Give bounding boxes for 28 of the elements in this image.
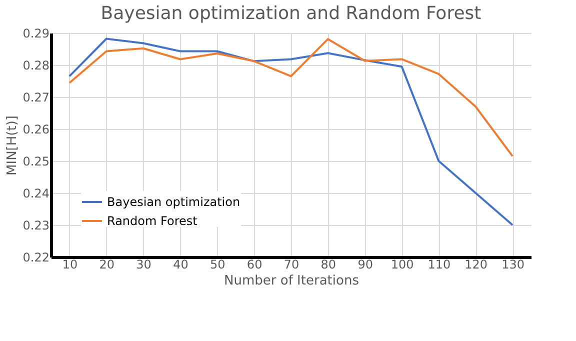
x-tick-label: 80	[320, 258, 336, 272]
y-tick-label: 0.23	[22, 218, 50, 232]
y-tick-label: 0.25	[22, 154, 50, 168]
chart-title: Bayesian optimization and Random Forest	[100, 3, 482, 24]
x-tick-label: 20	[99, 258, 115, 272]
x-tick-label: 100	[390, 258, 414, 272]
y-tick-label: 0.26	[22, 122, 50, 136]
legend-label: Bayesian optimization	[107, 195, 240, 209]
x-tick-label: 50	[210, 258, 226, 272]
x-tick-label: 10	[62, 258, 78, 272]
legend-label: Random Forest	[107, 214, 198, 228]
x-tick-label: 90	[358, 258, 373, 272]
y-axis-title: MIN[H(t)]	[4, 116, 20, 176]
x-tick-label: 60	[246, 258, 262, 272]
y-tick-label: 0.28	[22, 58, 50, 72]
x-tick-label: 120	[464, 258, 488, 272]
y-tick-label: 0.29	[22, 26, 50, 40]
x-axis-title: Number of Iterations	[224, 274, 360, 288]
x-tick-label: 110	[428, 258, 451, 272]
y-tick-label: 0.24	[22, 186, 50, 200]
x-tick-label: 70	[284, 258, 300, 272]
x-tick-label: 130	[502, 258, 524, 272]
line-series	[68, 38, 514, 226]
y-tick-label: 0.22	[22, 250, 50, 264]
x-tick-label: 40	[173, 258, 188, 272]
y-tick-label: 0.27	[22, 90, 50, 104]
x-tick-label: 30	[136, 258, 152, 272]
line-series	[68, 38, 514, 158]
